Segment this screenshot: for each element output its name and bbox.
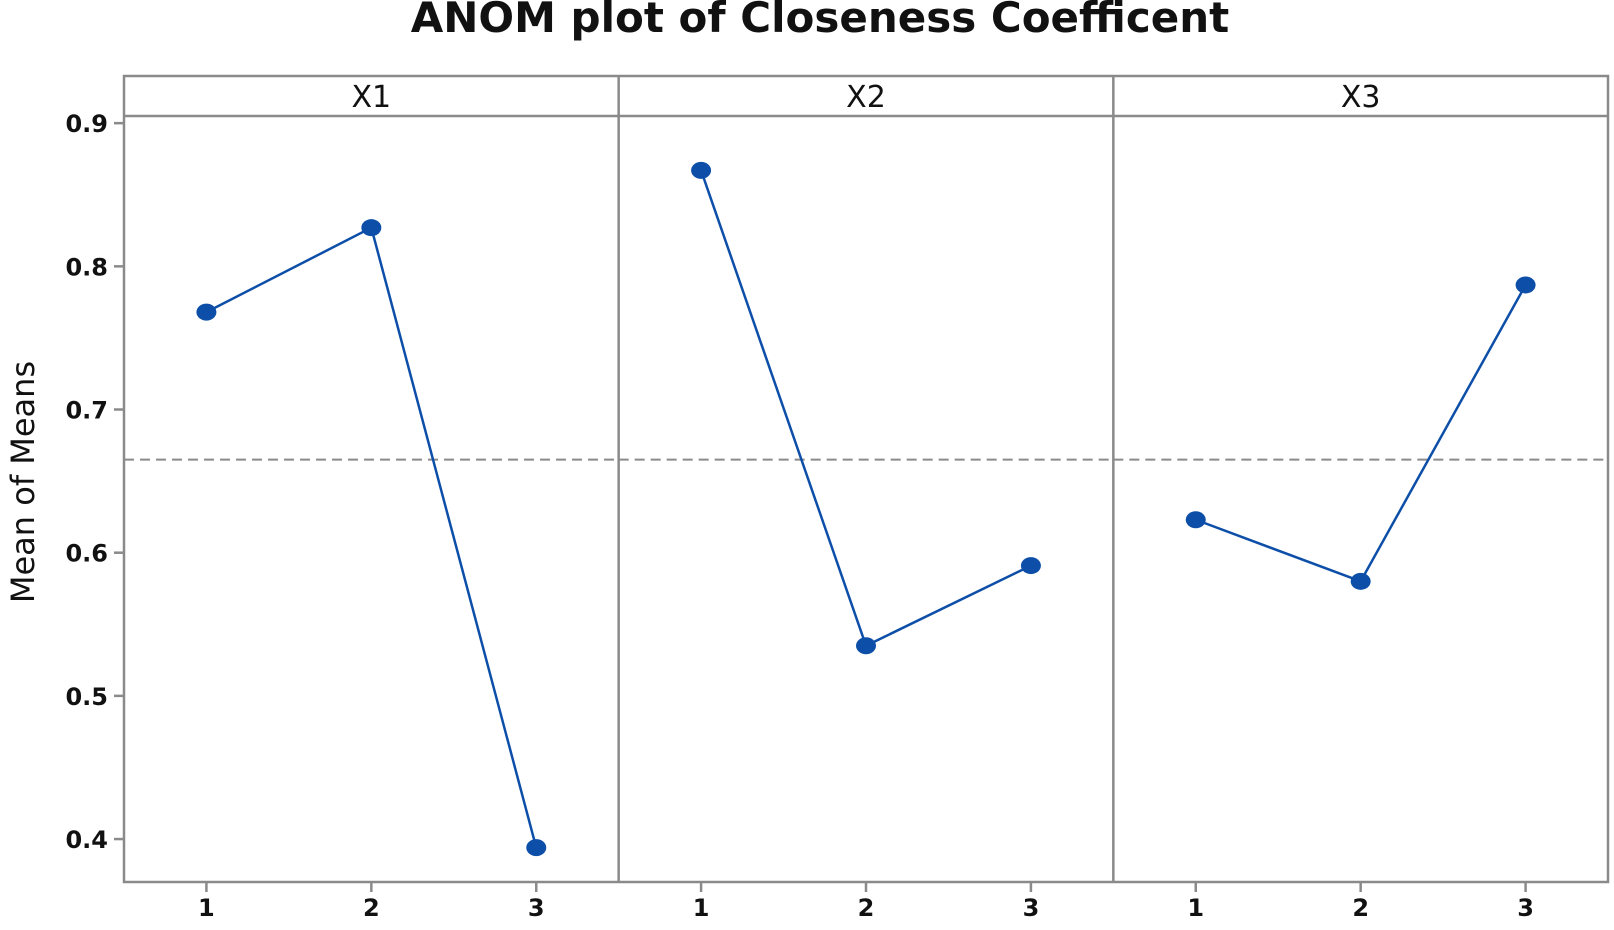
plot-layer: 0.4 0.5 0.6 0.7 0.8 0.9 X1 1 2 3 X2 1 2 3 X3 1 2 3	[65, 74, 1610, 922]
data-point	[1185, 511, 1206, 529]
panel-label: X1	[352, 80, 392, 115]
x-tick-label: 2	[1352, 894, 1369, 922]
data-point	[196, 303, 217, 321]
x-tick-label: 1	[693, 894, 710, 922]
x-tick-label: 3	[528, 894, 545, 922]
data-point	[526, 839, 547, 857]
data-point	[1515, 276, 1536, 294]
x-tick-label: 1	[198, 894, 215, 922]
x-tick-label: 3	[1023, 894, 1040, 922]
x-tick-label: 2	[858, 894, 875, 922]
data-point	[856, 637, 876, 655]
data-point	[361, 219, 382, 237]
y-axis-label: Mean of Means	[4, 361, 42, 603]
x-tick-label: 3	[1517, 894, 1534, 922]
panel-label: X2	[846, 80, 886, 115]
data-point	[691, 161, 712, 179]
data-point	[1020, 557, 1041, 575]
y-tick-label: 0.7	[65, 397, 108, 425]
y-tick-label: 0.8	[65, 253, 108, 281]
data-point	[1350, 572, 1371, 590]
y-tick-label: 0.5	[65, 683, 108, 711]
y-tick-label: 0.9	[65, 110, 108, 138]
y-tick-label: 0.4	[65, 826, 108, 854]
x-tick-label: 2	[363, 894, 380, 922]
y-tick-label: 0.6	[65, 540, 108, 568]
chart-title: ANOM plot of Closeness Coefficent	[411, 0, 1229, 42]
panel-label: X3	[1341, 80, 1381, 115]
x-tick-label: 1	[1187, 894, 1204, 922]
